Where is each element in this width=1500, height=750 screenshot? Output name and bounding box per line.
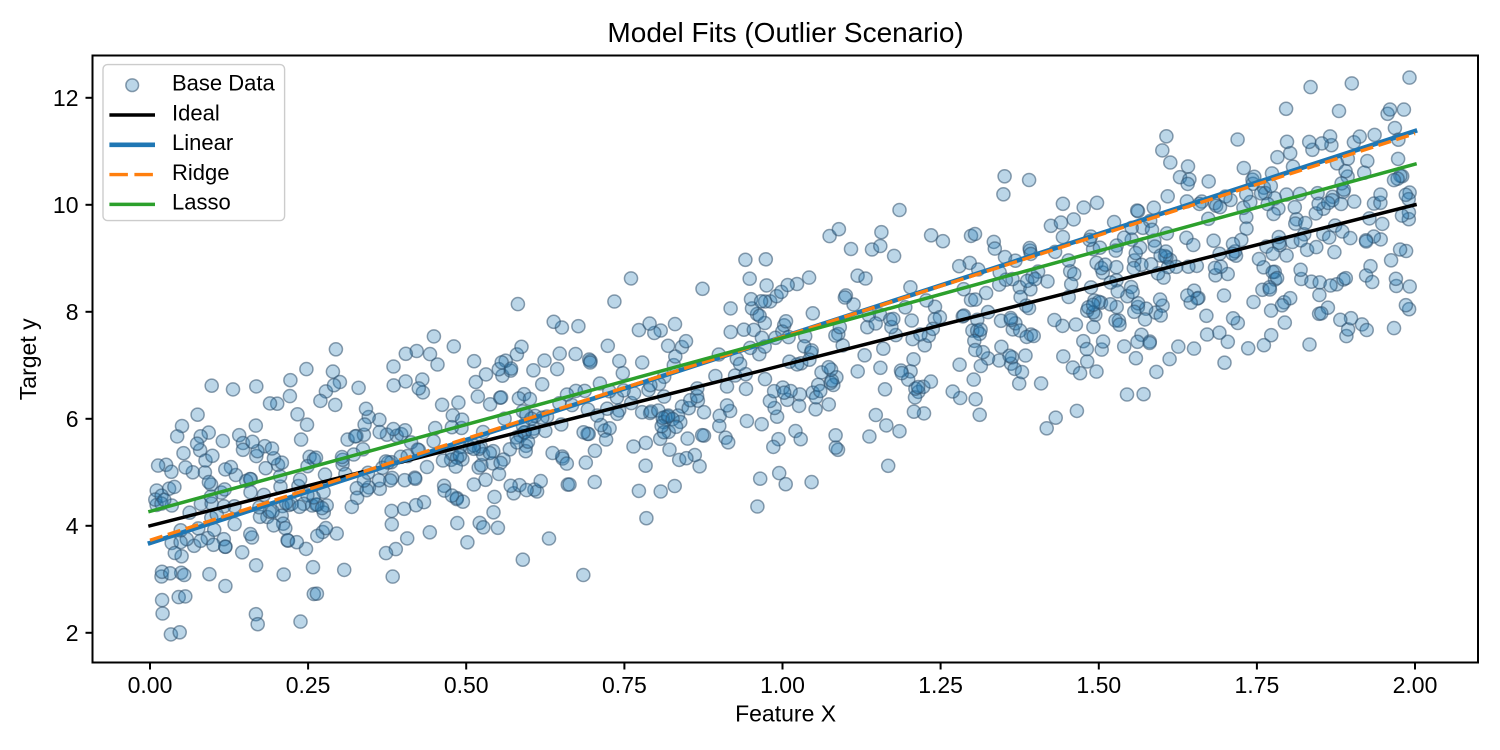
svg-text:6: 6 (66, 406, 79, 432)
svg-text:Ideal: Ideal (172, 100, 220, 125)
svg-text:2: 2 (66, 620, 79, 646)
svg-text:8: 8 (66, 299, 79, 325)
svg-text:1.75: 1.75 (1235, 672, 1280, 698)
svg-text:Linear: Linear (172, 130, 233, 155)
svg-text:Lasso: Lasso (172, 190, 231, 215)
svg-text:Base Data: Base Data (172, 71, 275, 96)
svg-text:12: 12 (53, 85, 79, 111)
svg-text:1.50: 1.50 (1076, 672, 1121, 698)
svg-text:10: 10 (53, 192, 79, 218)
svg-text:0.25: 0.25 (286, 672, 331, 698)
svg-text:0.75: 0.75 (602, 672, 647, 698)
svg-text:Target y: Target y (15, 318, 41, 400)
svg-text:1.00: 1.00 (760, 672, 805, 698)
svg-text:Model Fits (Outlier Scenario): Model Fits (Outlier Scenario) (607, 17, 963, 48)
svg-text:1.25: 1.25 (918, 672, 963, 698)
svg-text:2.00: 2.00 (1393, 672, 1438, 698)
svg-text:0.50: 0.50 (444, 672, 489, 698)
svg-text:4: 4 (66, 513, 79, 539)
svg-text:Feature X: Feature X (735, 700, 836, 726)
svg-text:0.00: 0.00 (128, 672, 173, 698)
svg-text:Ridge: Ridge (172, 160, 229, 185)
